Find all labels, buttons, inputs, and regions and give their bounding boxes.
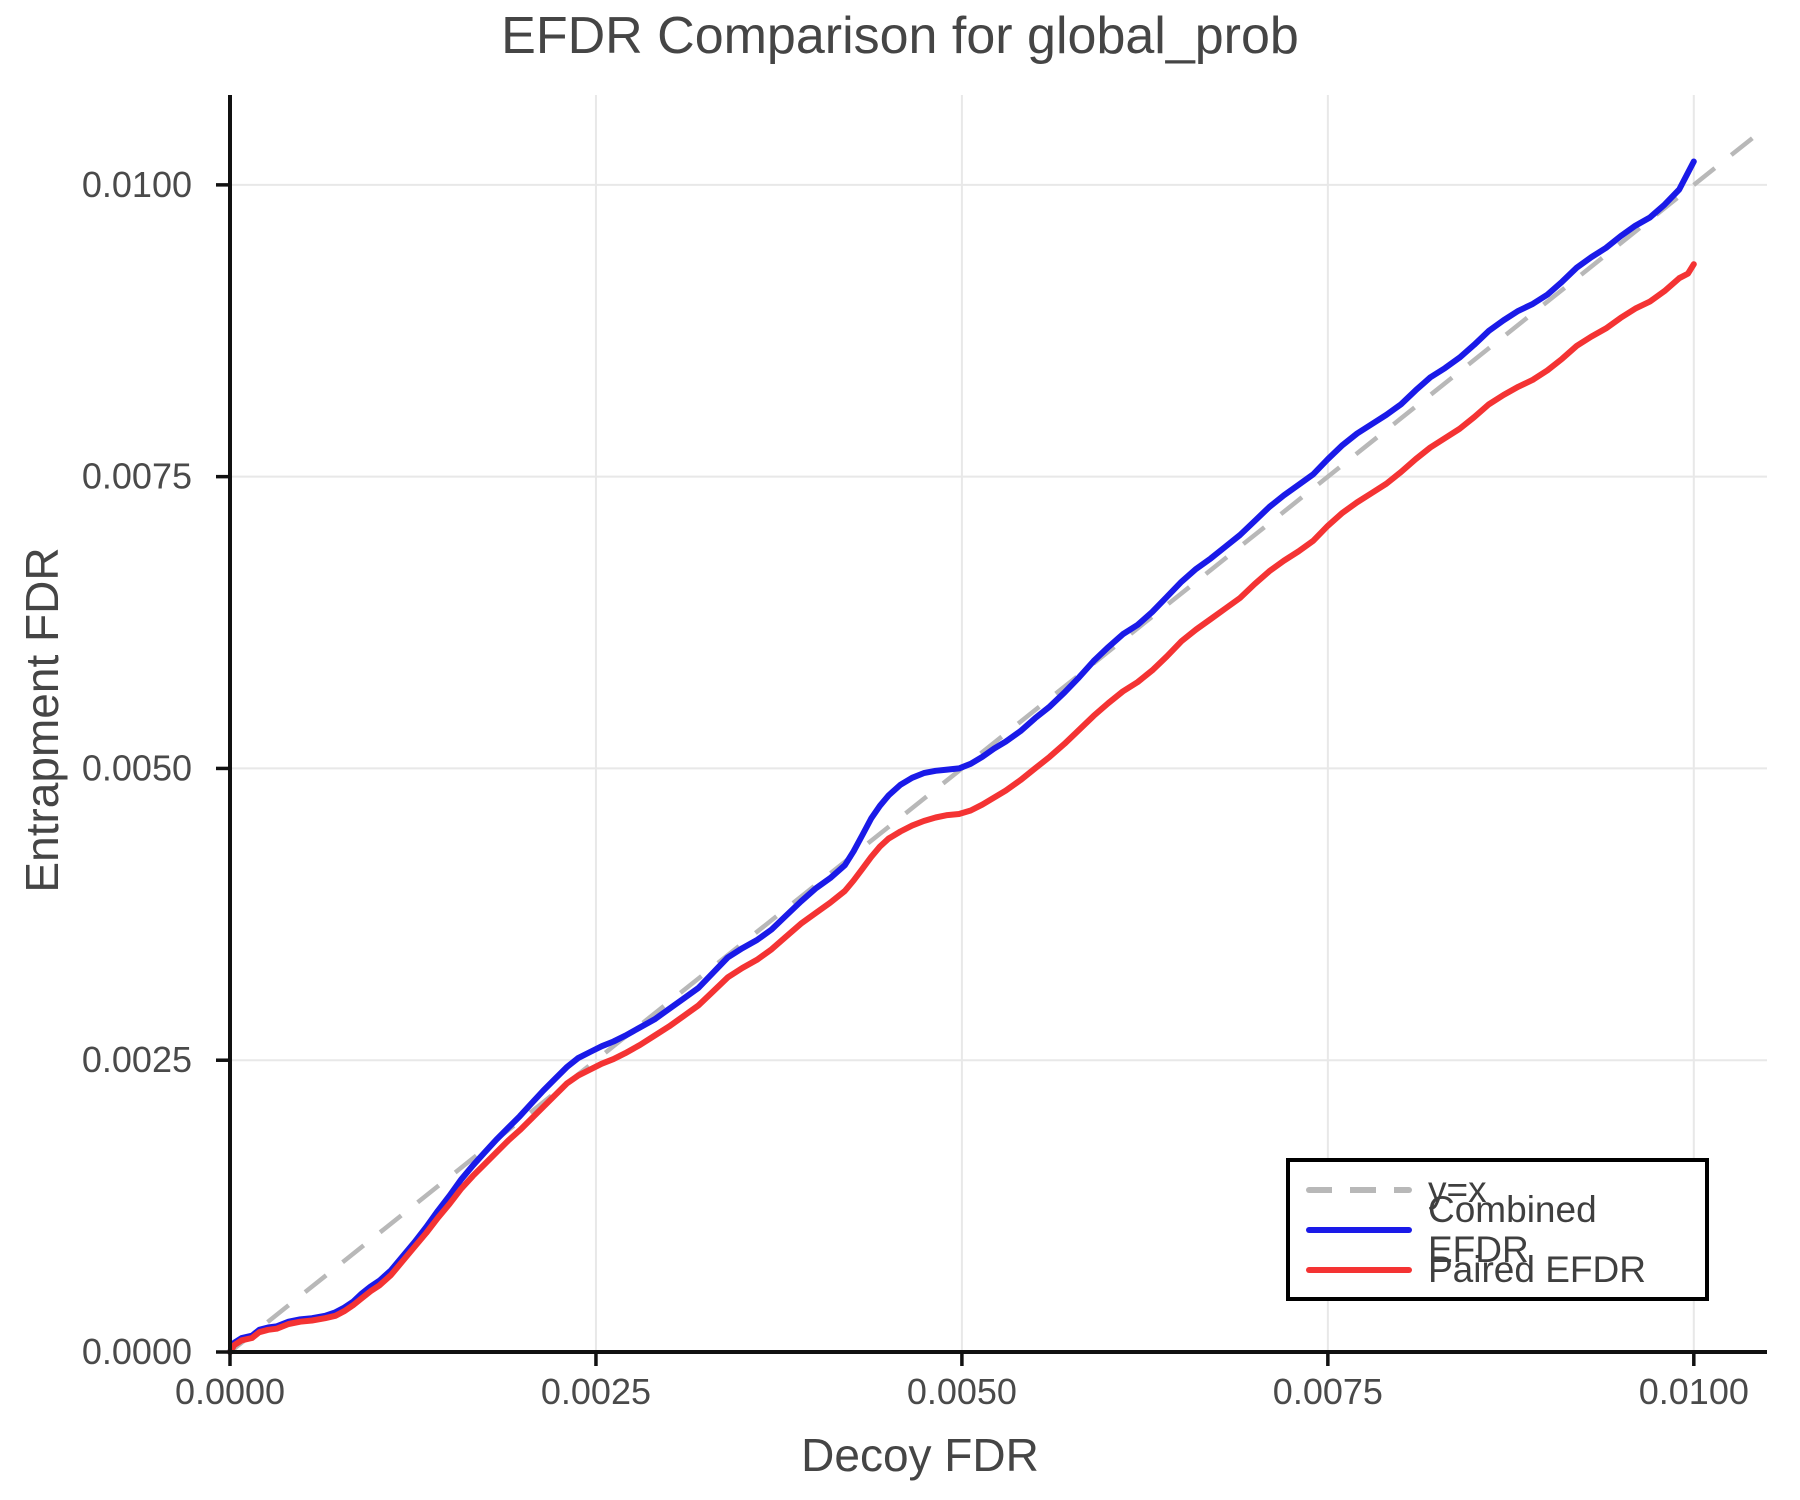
y-axis-label: Entrapment FDR bbox=[16, 547, 68, 893]
x-tick-label: 0.0075 bbox=[1273, 1371, 1383, 1412]
legend-entry-combined-efdr: Combined EFDR bbox=[1306, 1189, 1705, 1269]
series-line-combined-efdr bbox=[227, 158, 1697, 1355]
x-tick-label: 0.0025 bbox=[541, 1371, 651, 1412]
x-tick-label: 0.0100 bbox=[1639, 1371, 1749, 1412]
legend-entry-y-x: y=x bbox=[1306, 1168, 1705, 1210]
legend-label: Paired EFDR bbox=[1428, 1248, 1646, 1290]
y-tick-label: 0.0050 bbox=[82, 747, 192, 788]
legend-line-swatch bbox=[1306, 1266, 1412, 1273]
legend-label: y=x bbox=[1428, 1168, 1487, 1210]
series-line-paired-efdr bbox=[227, 261, 1697, 1355]
legend-box: y=x Combined EFDR Paired EFDR bbox=[1286, 1158, 1709, 1301]
x-axis-label: Decoy FDR bbox=[801, 1429, 1039, 1481]
y-tick-label: 0.0025 bbox=[82, 1039, 192, 1080]
y-tick-label: 0.0100 bbox=[82, 164, 192, 205]
legend-dashed-line-swatch bbox=[1306, 1186, 1412, 1193]
legend-label: Combined EFDR bbox=[1428, 1188, 1597, 1270]
x-tick-label: 0.0050 bbox=[907, 1371, 1017, 1412]
y-tick-label: 0.0000 bbox=[82, 1331, 192, 1372]
legend-entry-paired-efdr: Paired EFDR bbox=[1306, 1248, 1705, 1290]
x-tick-label: 0.0000 bbox=[175, 1371, 285, 1412]
reference-line-y-equals-x bbox=[228, 124, 1769, 1354]
y-tick-label: 0.0075 bbox=[82, 456, 192, 497]
legend-line-swatch bbox=[1306, 1226, 1412, 1233]
chart-title: EFDR Comparison for global_prob bbox=[501, 7, 1299, 65]
